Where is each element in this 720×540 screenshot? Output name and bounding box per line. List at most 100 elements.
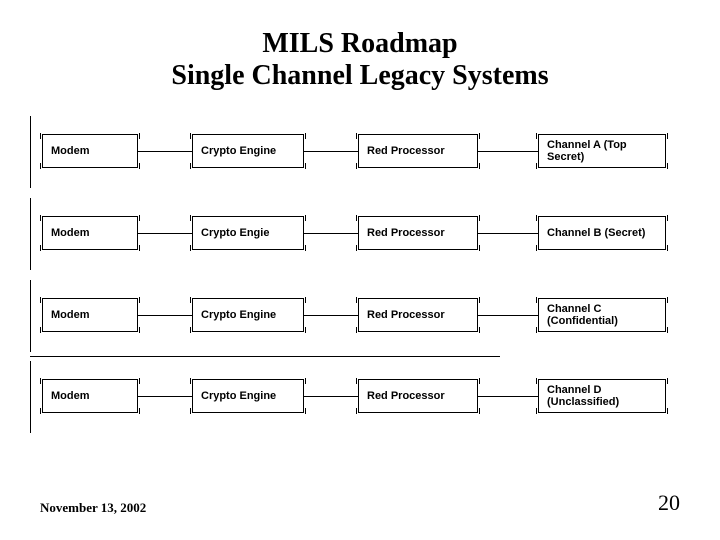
- node-tick: [139, 215, 140, 221]
- node-tick: [139, 408, 140, 414]
- section-divider: [30, 356, 500, 357]
- node-tick: [305, 245, 306, 251]
- node-tick: [139, 297, 140, 303]
- diagram-node: Channel C (Confidential): [538, 298, 666, 332]
- node-tick: [40, 133, 41, 139]
- diagram-node: Crypto Engine: [192, 134, 304, 168]
- slide-footer: November 13, 2002 20: [40, 490, 680, 516]
- diagram-node: Red Processor: [358, 134, 478, 168]
- diagram-area: Modem Crypto Engine Red Processor Channel A…: [30, 122, 690, 427]
- slide-title: MILS Roadmap Single Channel Legacy Syste…: [0, 0, 720, 112]
- node-tick: [667, 245, 668, 251]
- connector: [138, 315, 192, 316]
- connector: [138, 396, 192, 397]
- diagram-node: Modem: [42, 298, 138, 332]
- connector: [478, 151, 538, 152]
- node-tick: [40, 297, 41, 303]
- row-left-separator: [30, 198, 31, 270]
- node-tick: [667, 408, 668, 414]
- node-tick: [139, 378, 140, 384]
- node-tick: [356, 245, 357, 251]
- diagram-row: Modem Crypto Engine Red Processor Channel C…: [30, 286, 690, 346]
- diagram-node: Modem: [42, 379, 138, 413]
- node-tick: [479, 297, 480, 303]
- node-tick: [305, 327, 306, 333]
- node-tick: [190, 133, 191, 139]
- node-tick: [479, 408, 480, 414]
- diagram-node: Channel B (Secret): [538, 216, 666, 250]
- node-tick: [667, 327, 668, 333]
- node-tick: [536, 378, 537, 384]
- node-tick: [667, 378, 668, 384]
- diagram-node: Red Processor: [358, 298, 478, 332]
- node-tick: [305, 408, 306, 414]
- title-line-2: Single Channel Legacy Systems: [0, 60, 720, 92]
- node-tick: [667, 163, 668, 169]
- node-tick: [356, 297, 357, 303]
- node-tick: [40, 245, 41, 251]
- diagram-row: Modem Crypto Engine Red Processor Channel D…: [30, 367, 690, 427]
- node-tick: [479, 327, 480, 333]
- node-tick: [536, 133, 537, 139]
- connector: [478, 233, 538, 234]
- node-tick: [305, 297, 306, 303]
- connector: [304, 151, 358, 152]
- node-tick: [305, 163, 306, 169]
- node-tick: [536, 163, 537, 169]
- node-tick: [356, 408, 357, 414]
- node-tick: [40, 408, 41, 414]
- footer-date: November 13, 2002: [40, 500, 146, 516]
- node-tick: [305, 133, 306, 139]
- diagram-node: Modem: [42, 134, 138, 168]
- row-left-separator: [30, 361, 31, 433]
- node-tick: [190, 215, 191, 221]
- node-tick: [536, 408, 537, 414]
- node-tick: [305, 215, 306, 221]
- node-tick: [479, 133, 480, 139]
- connector: [138, 151, 192, 152]
- diagram-node: Crypto Engine: [192, 298, 304, 332]
- node-tick: [40, 163, 41, 169]
- diagram-node: Crypto Engine: [192, 379, 304, 413]
- node-tick: [356, 327, 357, 333]
- node-tick: [190, 408, 191, 414]
- node-tick: [667, 297, 668, 303]
- node-tick: [479, 245, 480, 251]
- title-line-1: MILS Roadmap: [0, 28, 720, 60]
- diagram-node: Red Processor: [358, 216, 478, 250]
- connector: [138, 233, 192, 234]
- node-tick: [139, 133, 140, 139]
- node-tick: [667, 215, 668, 221]
- node-tick: [479, 215, 480, 221]
- node-tick: [139, 163, 140, 169]
- node-tick: [40, 327, 41, 333]
- node-tick: [190, 163, 191, 169]
- diagram-node: Red Processor: [358, 379, 478, 413]
- diagram-node: Modem: [42, 216, 138, 250]
- node-tick: [305, 378, 306, 384]
- node-tick: [667, 133, 668, 139]
- node-tick: [40, 215, 41, 221]
- node-tick: [479, 163, 480, 169]
- diagram-row: ModemCrypto EngieRed ProcessorChannel B …: [30, 204, 690, 264]
- node-tick: [536, 215, 537, 221]
- node-tick: [536, 327, 537, 333]
- node-tick: [139, 245, 140, 251]
- diagram-node: Channel D (Unclassified): [538, 379, 666, 413]
- connector: [304, 315, 358, 316]
- node-tick: [190, 327, 191, 333]
- node-tick: [190, 378, 191, 384]
- node-tick: [190, 245, 191, 251]
- node-tick: [479, 378, 480, 384]
- connector: [304, 396, 358, 397]
- diagram-row: Modem Crypto Engine Red Processor Channel A…: [30, 122, 690, 182]
- footer-page-number: 20: [658, 490, 680, 516]
- diagram-node: Channel A (Top Secret): [538, 134, 666, 168]
- node-tick: [139, 327, 140, 333]
- row-left-separator: [30, 116, 31, 188]
- node-tick: [536, 245, 537, 251]
- node-tick: [536, 297, 537, 303]
- connector: [478, 396, 538, 397]
- connector: [478, 315, 538, 316]
- node-tick: [40, 378, 41, 384]
